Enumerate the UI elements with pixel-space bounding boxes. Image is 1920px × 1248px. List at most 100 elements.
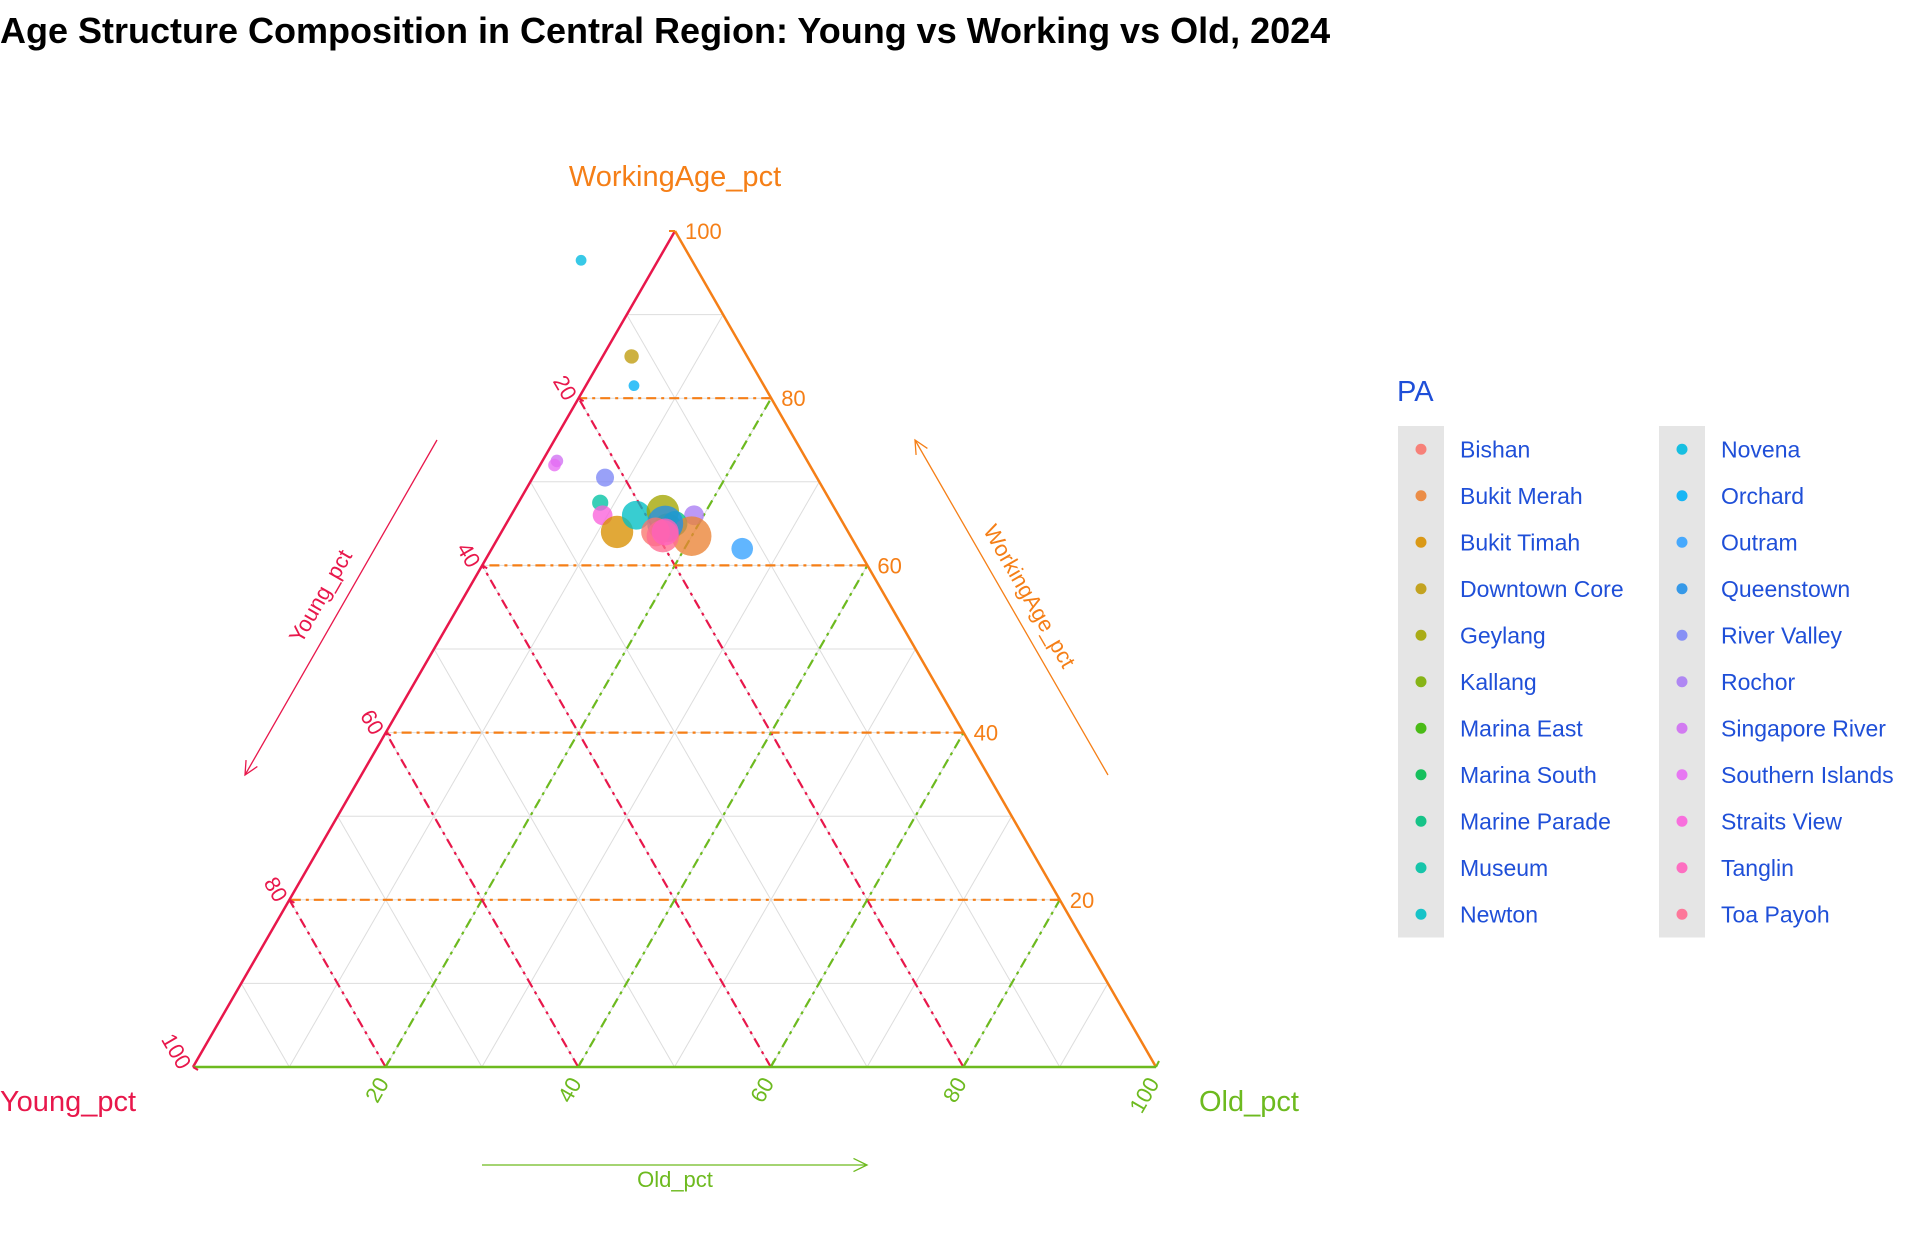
legend-label: Geylang [1460,622,1546,648]
legend-swatch [1415,769,1427,781]
working-tick-label: 60 [877,553,901,578]
legend-label: Marine Parade [1460,808,1611,834]
young-tick-mark [385,731,392,737]
young-tick-mark [481,564,488,570]
legend-label: Novena [1721,436,1800,462]
old-direction-arrow-head [853,1157,869,1173]
young-ref-line [384,732,580,1068]
legend-swatch [1676,908,1688,920]
grid [240,314,1109,1068]
legend-label: Kallang [1460,669,1537,695]
young-ref-line [481,564,772,1068]
young-ref-line [288,899,387,1068]
grid-line [626,314,1061,1068]
grid-line [674,648,916,1068]
old-ref-line [962,899,1061,1068]
old-tick-mark [769,1060,775,1068]
grid-line [337,815,483,1068]
working-axis-title: WorkingAge_pct [569,161,781,193]
grid-line [288,314,724,1068]
legend-label: Bukit Merah [1460,483,1583,509]
young-tick-mark [288,898,295,904]
legend-label: Bishan [1460,436,1530,462]
legend-label: Marina South [1460,762,1597,788]
legend-swatch [1676,815,1688,827]
axis-labels: WorkingAge_pct Young_pct Old_pct Young_pct W… [0,161,1299,1192]
old-tick-mark [384,1060,390,1068]
legend-label: Singapore River [1721,715,1886,741]
legend-swatch [1676,676,1688,688]
legend-swatch [1415,629,1427,641]
working-arrow-label: WorkingAge_pct [978,520,1080,672]
legend-label: Outram [1721,529,1798,555]
data-point [731,537,754,560]
old-tick-label: 40 [553,1073,587,1107]
young-axis-line [191,230,677,1068]
legend-swatch [1415,722,1427,734]
legend-swatch [1676,629,1688,641]
data-point [651,518,679,546]
grid-line [866,815,1013,1068]
old-tick-mark [962,1060,968,1068]
old-ref-line [769,732,965,1068]
young-tick-label: 100 [156,1029,196,1073]
old-tick-label: 60 [745,1073,779,1107]
old-tick-mark [577,1060,583,1068]
grid-line [1059,983,1109,1068]
old-arrow-label: Old_pct [637,1167,713,1192]
legend-swatch [1415,908,1427,920]
legend-swatch [1676,862,1688,874]
old-axis-title: Old_pct [1199,1086,1299,1118]
legend-swatch [1415,490,1427,502]
legend-label: Newton [1460,901,1538,927]
grid-line [433,648,675,1068]
old-tick-label: 100 [1124,1073,1164,1117]
legend-swatch [1676,536,1688,548]
grid-line [240,983,290,1068]
working-tick-label: 40 [974,721,998,746]
working-direction-arrow [914,439,1109,776]
legend-swatch [1676,722,1688,734]
legend-swatch [1676,769,1688,781]
young-tick-mark [192,1066,199,1071]
data-point [575,254,587,266]
legend-swatch [1415,583,1427,595]
legend-label: Bukit Timah [1460,529,1580,555]
old-tick-label: 20 [360,1073,394,1107]
young-tick-mark [578,397,585,403]
legend: PA Bishan Bukit Merah Bukit Timah Downtown C… [1397,376,1894,938]
legend-label: Tanglin [1721,855,1794,881]
legend-label: Toa Payoh [1721,901,1830,927]
legend-swatch [1415,536,1427,548]
old-tick-mark [1155,1060,1160,1068]
legend-swatch [1415,862,1427,874]
legend-label: Orchard [1721,483,1804,509]
young-direction-arrow-head [244,759,258,777]
young-direction-arrow [244,439,438,776]
young-arrow-label: Young_pct [284,545,357,647]
working-tick-label: 100 [685,219,722,244]
legend-swatch [1415,443,1427,455]
young-axis-title: Young_pct [0,1086,136,1118]
grid-line [481,481,820,1068]
legend-label: Marina East [1460,715,1583,741]
data-point [596,468,615,487]
old-tick-label: 80 [938,1073,972,1107]
data-point [624,349,639,364]
grid-line [529,481,868,1068]
legend-label: Straits View [1721,808,1842,834]
legend-label: Downtown Core [1460,576,1624,602]
legend-label: Southern Islands [1721,762,1894,788]
legend-swatch [1415,676,1427,688]
legend-swatch [1676,443,1688,455]
working-direction-arrow-head [914,438,928,456]
legend-title: PA [1397,376,1434,408]
legend-label: River Valley [1721,622,1842,648]
legend-label: Rochor [1721,669,1795,695]
working-tick-label: 20 [1070,888,1094,913]
data-point [621,500,651,530]
old-ref-line [577,564,869,1068]
data-point [628,380,640,392]
legend-swatch [1676,490,1688,502]
